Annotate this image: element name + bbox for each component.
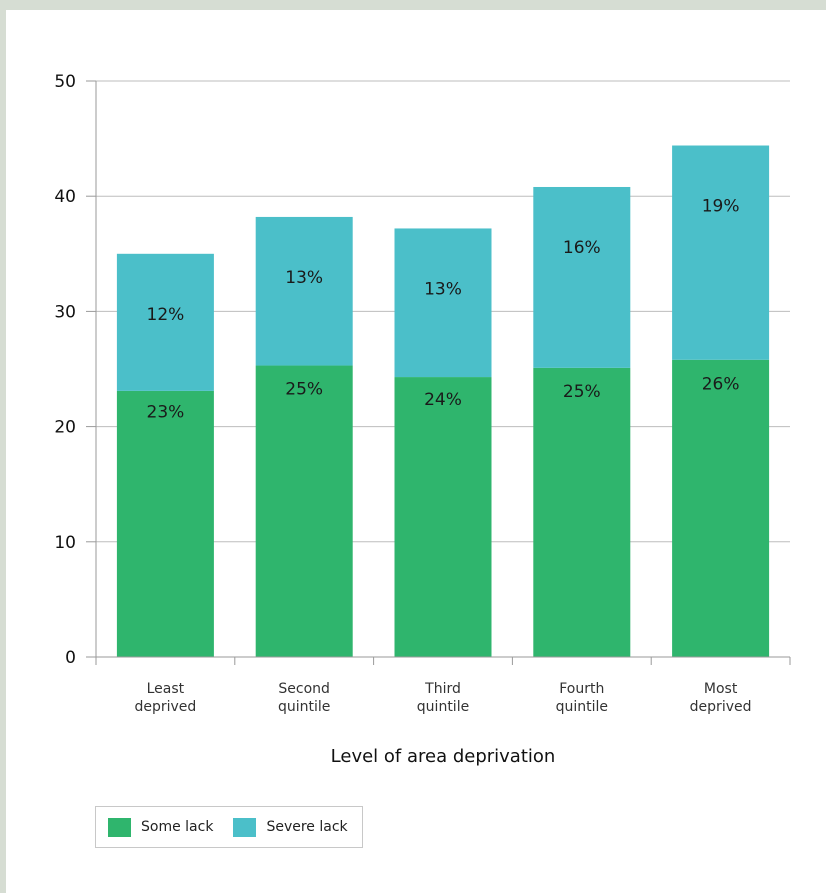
x-category-label-line: Second [278,681,330,697]
data-label-some-lack: 24% [424,390,462,410]
data-label-some-lack: 25% [563,382,601,402]
x-category-label-line: Most [704,681,738,697]
y-tick-label: 20 [54,418,76,438]
bar-severe-lack [533,186,631,368]
bar-some-lack [116,390,214,657]
bar-some-lack [533,367,631,657]
legend-item-severe-lack: Severe lack [233,817,348,837]
x-category-label-line: Least [147,681,185,697]
data-label-severe-lack: 13% [424,279,462,299]
legend-label-some-lack: Some lack [141,819,214,835]
y-tick-label: 10 [54,533,76,553]
bar-severe-lack [672,145,770,360]
data-label-severe-lack: 12% [147,305,185,325]
data-label-severe-lack: 13% [285,268,323,288]
bar-some-lack [672,359,770,657]
legend-swatch-some-lack [108,817,131,837]
data-label-some-lack: 25% [285,380,323,400]
y-tick-label: 40 [54,187,76,207]
bar-severe-lack [394,228,492,378]
legend: Some lack Severe lack [95,806,363,848]
y-tick-label: 50 [54,72,76,92]
legend-item-some-lack: Some lack [108,817,214,837]
x-category-label: Third quintile [417,681,469,715]
x-category-label-line: Fourth [559,681,604,697]
x-category-label-line: quintile [556,699,608,715]
legend-swatch-severe-lack [233,817,257,837]
x-category-label-line: Third [424,681,461,697]
bar-some-lack [255,365,353,657]
bar-severe-lack [255,216,353,366]
data-label-severe-lack: 16% [563,238,601,258]
x-category-label-line: deprived [690,699,752,715]
bars [116,145,770,657]
data-label-some-lack: 23% [147,402,185,422]
bar-some-lack [394,377,492,657]
x-category-label-line: deprived [134,699,196,715]
x-category-label: Second quintile [278,681,330,715]
x-category-label-line: quintile [417,699,469,715]
legend-label-severe-lack: Severe lack [266,819,348,835]
x-category-label: Most deprived [690,681,752,715]
x-category-label-line: quintile [278,699,330,715]
data-label-some-lack: 26% [702,375,740,395]
x-category-label: Fourth quintile [556,681,608,715]
x-category-label: Least deprived [134,681,196,715]
bar-severe-lack [116,253,214,391]
x-axis-title: Level of area deprivation [331,746,556,767]
y-tick-label: 0 [65,648,76,668]
data-labels: 23% 12% 25% 13% 24% 13% 25% 16% 26% 19% [147,197,740,423]
data-label-severe-lack: 19% [702,197,740,217]
y-tick-label: 30 [54,302,76,322]
